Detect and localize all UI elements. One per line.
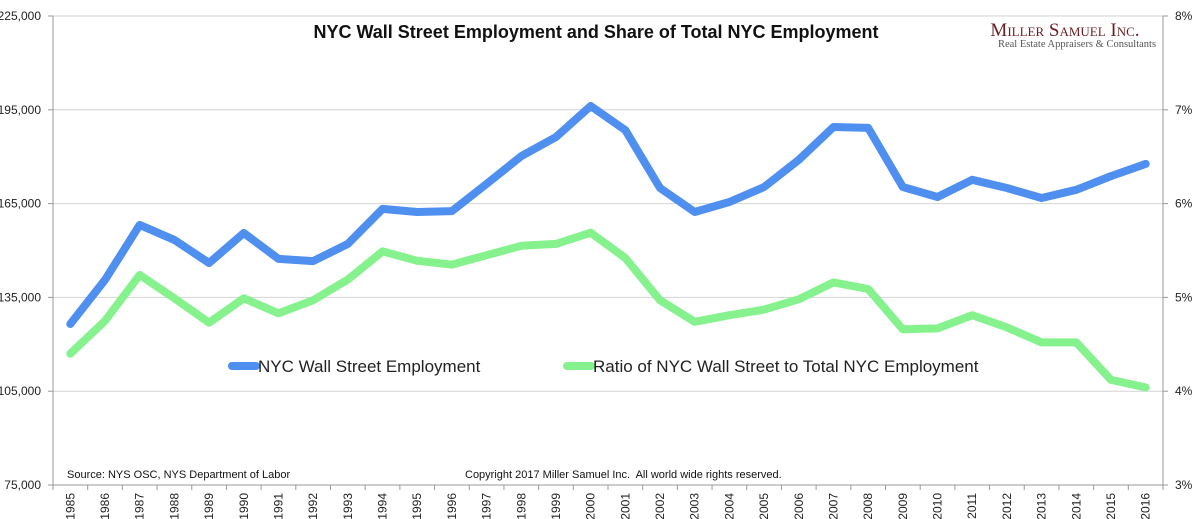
y-left-tick-label: 165,000 (0, 197, 41, 211)
logo-tagline: Real Estate Appraisers & Consultants (998, 39, 1156, 50)
y-right-tick-label: 8% (1175, 9, 1193, 23)
logo-name: Miller Samuel Inc. (990, 20, 1139, 41)
x-tick-label: 2000 (584, 493, 598, 519)
x-tick-label: 2007 (826, 493, 840, 519)
x-tick-label: 1996 (445, 493, 459, 519)
x-tick-label: 2003 (688, 493, 702, 519)
series-line-employment (66, 102, 1150, 328)
x-tick-label: 2002 (653, 493, 667, 519)
x-tick-label: 1994 (376, 493, 390, 519)
y-right-tick-label: 6% (1175, 197, 1193, 211)
source-note: Source: NYS OSC, NYS Department of Labor (67, 469, 290, 481)
y-right-tick-label: 4% (1175, 384, 1193, 398)
y-left-tick-label: 75,000 (4, 478, 41, 492)
x-tick-label: 2015 (1104, 493, 1118, 519)
x-tick-label: 1985 (63, 493, 77, 519)
legend: NYC Wall Street Employment Ratio of NYC … (228, 357, 979, 376)
y-right-tick-label: 7% (1175, 103, 1193, 117)
x-tick-label: 2001 (618, 493, 632, 519)
x-tick-label: 2010 (931, 493, 945, 519)
chart-title: NYC Wall Street Employment and Share of … (313, 22, 878, 42)
x-tick-label: 2012 (1000, 493, 1014, 519)
logo: Miller Samuel Inc. Real Estate Appraiser… (990, 20, 1156, 50)
y-left-tick-label: 225,000 (0, 9, 41, 23)
x-tick-label: 1989 (202, 493, 216, 519)
x-tick-label: 2011 (965, 493, 979, 519)
legend-label-employment: NYC Wall Street Employment (258, 357, 481, 376)
legend-label-ratio: Ratio of NYC Wall Street to Total NYC Em… (593, 357, 979, 376)
x-tick-label: 1990 (237, 493, 251, 519)
y-left-tick-label: 135,000 (0, 290, 41, 304)
x-tick-label: 1988 (167, 493, 181, 519)
x-tick-label: 2016 (1139, 493, 1153, 519)
x-tick-label: 1995 (410, 493, 424, 519)
series-line-ratio (66, 228, 1150, 392)
x-tick-label: 2005 (757, 493, 771, 519)
x-tick-label: 1998 (514, 493, 528, 519)
x-tick-label: 1987 (133, 493, 147, 519)
x-tick-label: 1999 (549, 493, 563, 519)
x-tick-label: 1986 (98, 493, 112, 519)
x-tick-label: 1992 (306, 493, 320, 519)
x-tick-label: 2004 (722, 493, 736, 519)
gridlines (53, 15, 1163, 392)
copyright-note: Copyright 2017 Miller Samuel Inc. All wo… (465, 469, 782, 481)
axes: 75,000 3% 105,000 4% 135,000 5% 165,000 6% 195,0… (0, 9, 1193, 519)
x-tick-label: 2006 (792, 493, 806, 519)
x-tick-label: 2013 (1035, 493, 1049, 519)
y-left-tick-label: 195,000 (0, 103, 41, 117)
x-tick-label: 1993 (341, 493, 355, 519)
y-left-tick-label: 105,000 (0, 384, 41, 398)
x-tick-label: 2008 (861, 493, 875, 519)
x-tick-label: 1991 (271, 493, 285, 519)
series-lines (66, 102, 1150, 392)
x-tick-label: 2014 (1069, 493, 1083, 519)
y-right-tick-label: 5% (1175, 290, 1193, 304)
y-right-tick-label: 3% (1175, 478, 1193, 492)
x-tick-label: 2009 (896, 493, 910, 519)
x-tick-label: 1997 (480, 493, 494, 519)
